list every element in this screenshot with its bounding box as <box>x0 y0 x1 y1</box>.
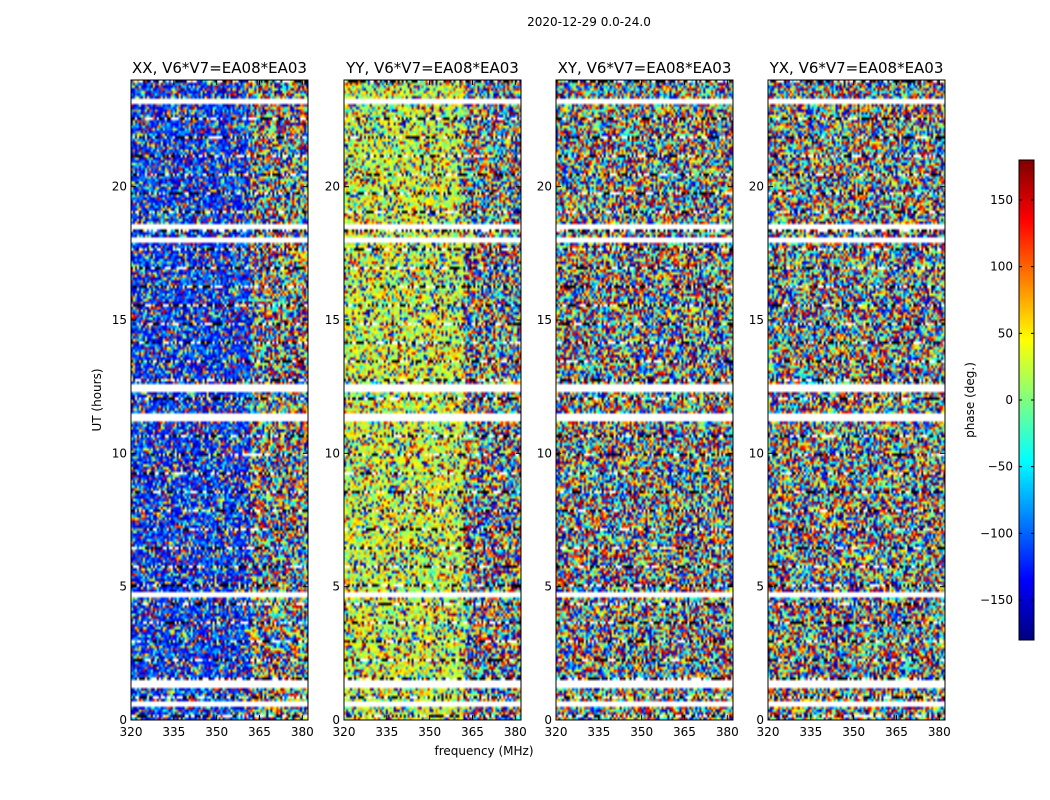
panel-0-ytick-label: 0 <box>119 713 127 727</box>
panel-2-heatmap <box>556 80 733 720</box>
panel-2-ytick-label: 0 <box>544 713 552 727</box>
panel-2-xtick-label: 365 <box>673 725 696 739</box>
panel-2-title: XY, V6*V7=EA08*EA03 <box>558 59 732 77</box>
panel-2-frame <box>555 79 734 721</box>
colorbar-label: phase (deg.) <box>963 362 977 438</box>
panel-1-ytick-label: 0 <box>332 713 340 727</box>
panel-0-title: XX, V6*V7=EA08*EA03 <box>132 59 307 77</box>
panel-2-xtick-label: 380 <box>716 725 739 739</box>
colorbar-tick-label: 0 <box>1005 393 1013 407</box>
panel-0-ytick-label: 20 <box>112 180 127 194</box>
panel-3-xtick-label: 350 <box>842 725 865 739</box>
panel-0-xtick-label: 365 <box>248 725 271 739</box>
panel-2-ytick-label: 5 <box>544 580 552 594</box>
panel-1: YY, V6*V7=EA08*EA03 320 335 350 365 380 0 5 10 15… <box>325 59 527 739</box>
x-axis-label: frequency (MHz) <box>434 744 533 758</box>
panel-1-frame <box>343 79 522 721</box>
panel-3-xtick-label: 335 <box>799 725 822 739</box>
panel-3: YX, V6*V7=EA08*EA03 320 335 350 365 380 0 5 10 15… <box>749 59 951 739</box>
panel-2: XY, V6*V7=EA08*EA03 320 335 350 365 380 0 5 10 15… <box>537 59 739 739</box>
panel-1-xtick-label: 365 <box>461 725 484 739</box>
panel-1-xtick-label: 380 <box>504 725 527 739</box>
panel-0-ytick-label: 15 <box>112 313 127 327</box>
panel-1-ytick-label: 20 <box>325 180 340 194</box>
panel-0-xtick-label: 380 <box>291 725 314 739</box>
panel-3-xtick-label: 380 <box>928 725 951 739</box>
panel-0-ytick-label: 10 <box>112 446 127 460</box>
panel-1-ytick-label: 15 <box>325 313 340 327</box>
panel-3-xtick-label: 320 <box>757 725 780 739</box>
colorbar-tick-label: −50 <box>988 460 1013 474</box>
panel-3-title: YX, V6*V7=EA08*EA03 <box>769 59 944 77</box>
panel-0-xtick-label: 320 <box>120 725 143 739</box>
panel-1-xtick-label: 320 <box>333 725 356 739</box>
panels-group: XX, V6*V7=EA08*EA03 320 335 350 365 380 0 5 10 15… <box>112 59 951 739</box>
panel-3-frame <box>767 79 946 721</box>
colorbar-tick-label: −150 <box>980 593 1013 607</box>
panel-2-ytick-label: 10 <box>537 446 552 460</box>
panel-3-ytick-label: 0 <box>756 713 764 727</box>
panel-1-xtick-label: 335 <box>375 725 398 739</box>
panel-2-ytick-label: 20 <box>537 180 552 194</box>
y-axis-label: UT (hours) <box>90 368 104 431</box>
panel-3-ytick-label: 10 <box>749 446 764 460</box>
panel-3-ytick-label: 15 <box>749 313 764 327</box>
panel-3-ytick-label: 5 <box>756 580 764 594</box>
colorbar-tick-label: 100 <box>990 260 1013 274</box>
panel-1-ytick-label: 5 <box>332 580 340 594</box>
panel-0-heatmap <box>131 80 308 720</box>
panel-0-xtick-label: 350 <box>205 725 228 739</box>
panel-1-ytick-label: 10 <box>325 446 340 460</box>
panel-2-xtick-label: 350 <box>630 725 653 739</box>
panel-1-heatmap <box>344 80 521 720</box>
colorbar-tick-label: 150 <box>990 193 1013 207</box>
colorbar-tick-label: 50 <box>998 326 1013 340</box>
colorbar: −150 −100 −50 0 50 100 150 <box>980 159 1035 641</box>
colorbar-ticks: −150 −100 −50 0 50 100 150 <box>980 193 1034 607</box>
panel-0-xtick-label: 335 <box>162 725 185 739</box>
panel-3-heatmap <box>768 80 945 720</box>
panel-3-ytick-label: 20 <box>749 180 764 194</box>
panel-0: XX, V6*V7=EA08*EA03 320 335 350 365 380 0 5 10 15… <box>112 59 314 739</box>
panel-0-ytick-label: 5 <box>119 580 127 594</box>
panel-0-frame <box>130 79 309 721</box>
figure-suptitle: 2020-12-29 0.0-24.0 <box>527 15 651 29</box>
colorbar-tick-label: −100 <box>980 526 1013 540</box>
panel-1-xtick-label: 350 <box>418 725 441 739</box>
panel-2-ytick-label: 15 <box>537 313 552 327</box>
panel-2-xtick-label: 320 <box>545 725 568 739</box>
panel-1-title: YY, V6*V7=EA08*EA03 <box>345 59 519 77</box>
panel-3-xtick-label: 365 <box>885 725 908 739</box>
panel-2-xtick-label: 335 <box>587 725 610 739</box>
